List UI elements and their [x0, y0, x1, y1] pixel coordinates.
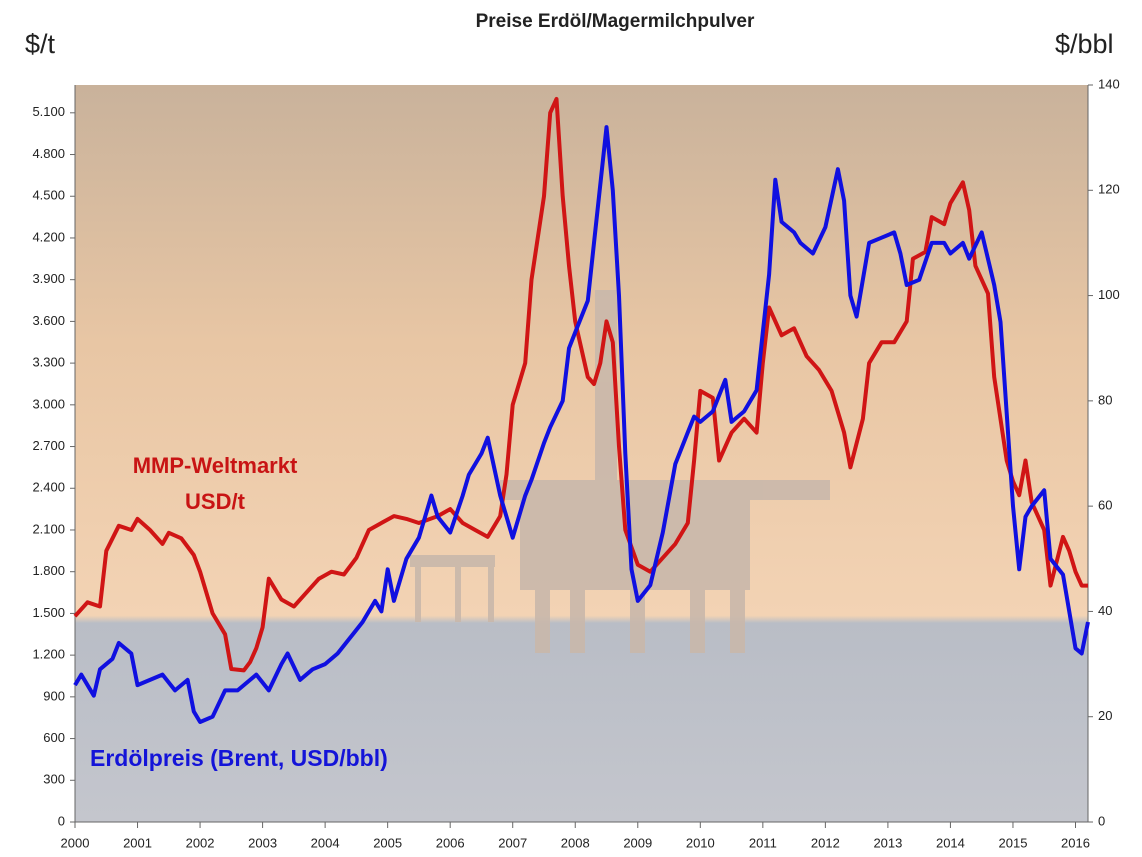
x-tick-label: 2009	[623, 835, 652, 850]
annotation: USD/t	[185, 489, 246, 514]
x-tick-label: 2001	[123, 835, 152, 850]
x-tick-label: 2013	[873, 835, 902, 850]
y2-tick-label: 140	[1098, 76, 1120, 91]
chart: Preise Erdöl/Magermilchpulver $/t $/bbl …	[0, 0, 1142, 857]
y-tick-label: 300	[43, 772, 65, 787]
x-tick-label: 2015	[999, 835, 1028, 850]
y-tick-label: 4.200	[32, 229, 65, 244]
y-tick-label: 2.400	[32, 480, 65, 495]
y2-tick-label: 60	[1098, 498, 1112, 513]
x-tick-label: 2008	[561, 835, 590, 850]
x-tick-label: 2006	[436, 835, 465, 850]
annotation: Erdölpreis (Brent, USD/bbl)	[90, 745, 388, 771]
y-axis-label: $/t	[25, 29, 56, 59]
y2-tick-label: 80	[1098, 392, 1112, 407]
y-tick-label: 600	[43, 730, 65, 745]
y2-tick-label: 100	[1098, 287, 1120, 302]
y-tick-label: 5.100	[32, 104, 65, 119]
y-tick-label: 900	[43, 688, 65, 703]
x-tick-label: 2010	[686, 835, 715, 850]
y-tick-label: 2.700	[32, 438, 65, 453]
x-tick-label: 2014	[936, 835, 965, 850]
y-tick-label: 1.200	[32, 647, 65, 662]
y-tick-label: 4.500	[32, 188, 65, 203]
chart-title: Preise Erdöl/Magermilchpulver	[476, 11, 755, 32]
y-tick-label: 3.600	[32, 313, 65, 328]
x-tick-label: 2000	[61, 835, 90, 850]
annotation: MMP-Weltmarkt	[133, 453, 298, 478]
x-tick-label: 2002	[186, 835, 215, 850]
y2-tick-label: 0	[1098, 813, 1105, 828]
x-tick-label: 2016	[1061, 835, 1090, 850]
y2-tick-label: 20	[1098, 708, 1112, 723]
x-tick-label: 2004	[311, 835, 340, 850]
y-tick-label: 3.000	[32, 396, 65, 411]
x-tick-label: 2005	[373, 835, 402, 850]
y2-tick-label: 40	[1098, 603, 1112, 618]
y-tick-label: 1.500	[32, 605, 65, 620]
y2-axis-label: $/bbl	[1055, 29, 1114, 59]
y-tick-label: 3.300	[32, 355, 65, 370]
x-tick-label: 2007	[498, 835, 527, 850]
x-tick-label: 2003	[248, 835, 277, 850]
y-tick-label: 0	[58, 813, 65, 828]
y-tick-label: 4.800	[32, 146, 65, 161]
y-tick-label: 3.900	[32, 271, 65, 286]
y-tick-label: 1.800	[32, 563, 65, 578]
y2-tick-label: 120	[1098, 182, 1120, 197]
x-tick-label: 2011	[749, 835, 777, 850]
y-tick-label: 2.100	[32, 521, 65, 536]
x-tick-label: 2012	[811, 835, 840, 850]
